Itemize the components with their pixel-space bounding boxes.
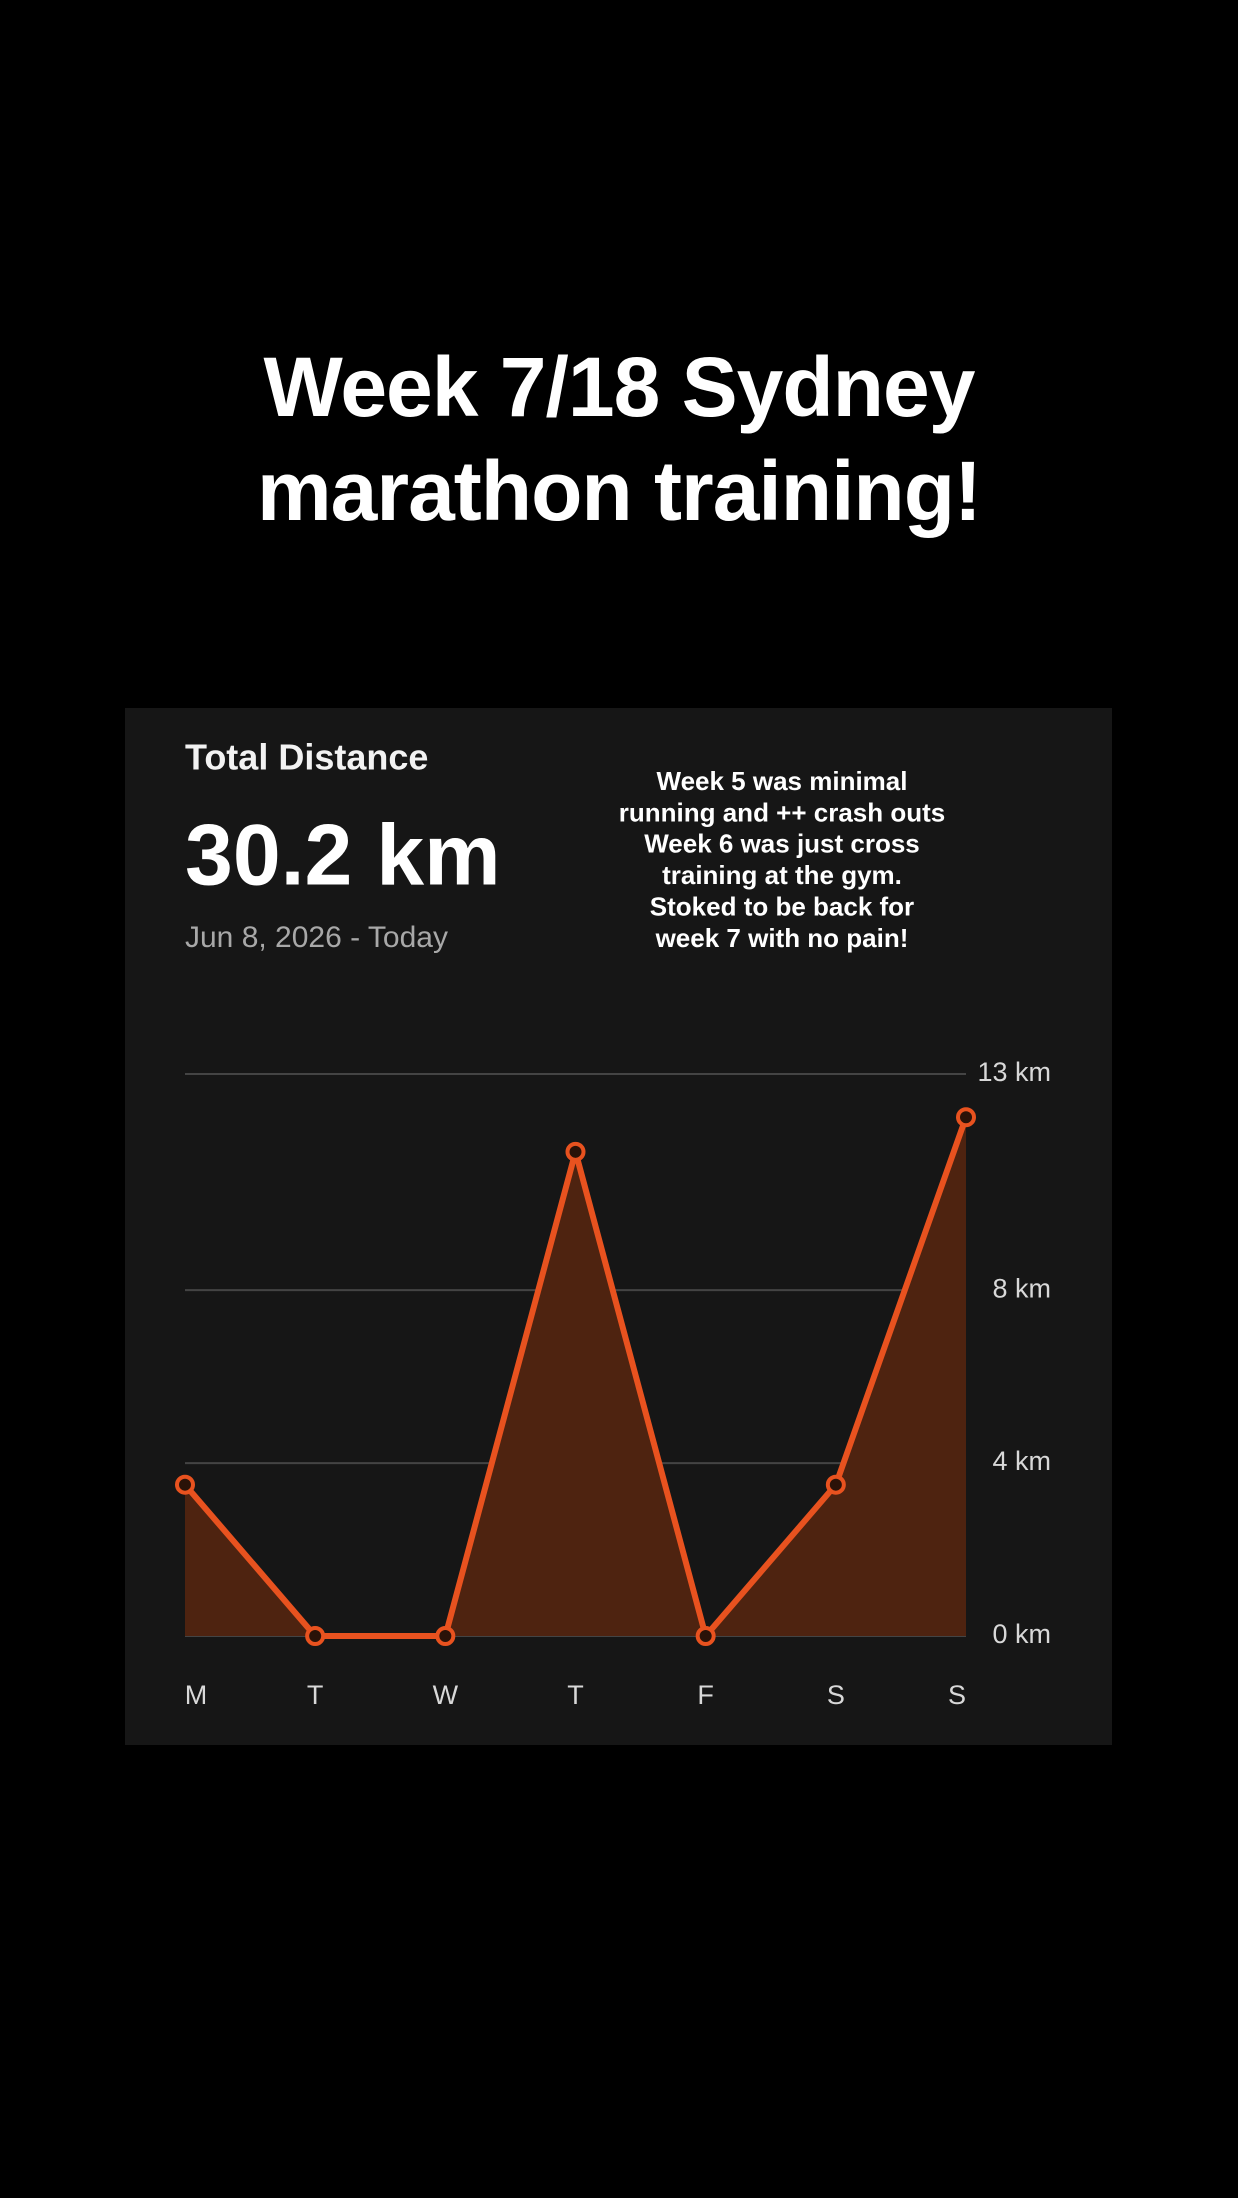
point <box>175 1474 195 1495</box>
x-tick-label: M <box>185 1680 208 1710</box>
point <box>435 1626 456 1646</box>
x-tick-label: S <box>827 1680 845 1710</box>
caption: Week 7/18 Sydney marathon training! <box>256 340 982 538</box>
annotation-line: running and ++ crash outs <box>619 797 946 827</box>
point <box>305 1626 326 1646</box>
x-tick-label: W <box>433 1680 459 1710</box>
chart-title: Total Distance <box>185 737 428 778</box>
point <box>695 1626 716 1646</box>
annotation-line: week 7 with no pain! <box>655 923 909 953</box>
x-tick-label: F <box>697 1680 714 1710</box>
y-tick-label: 8 km <box>992 1273 1051 1303</box>
area <box>185 1117 966 1636</box>
point <box>825 1474 846 1495</box>
annotation-line: training at the gym. <box>662 860 902 890</box>
y-tick-label: 13 km <box>977 1057 1051 1087</box>
x-tick-label: T <box>567 1680 584 1710</box>
date-range: Jun 8, 2026 - Today <box>185 921 448 954</box>
annotation-line: Stoked to be back for <box>650 891 914 921</box>
annotation-line: Week 5 was minimal <box>657 766 908 796</box>
x-tick-label: S <box>948 1680 966 1710</box>
point <box>956 1107 976 1128</box>
point <box>565 1141 586 1162</box>
y-tick-label: 0 km <box>992 1619 1051 1649</box>
annotation-line: Week 6 was just cross <box>644 829 920 859</box>
total: 30.2 km <box>185 808 501 904</box>
x-tick-label: T <box>307 1680 324 1710</box>
y-tick-label: 4 km <box>992 1446 1051 1476</box>
